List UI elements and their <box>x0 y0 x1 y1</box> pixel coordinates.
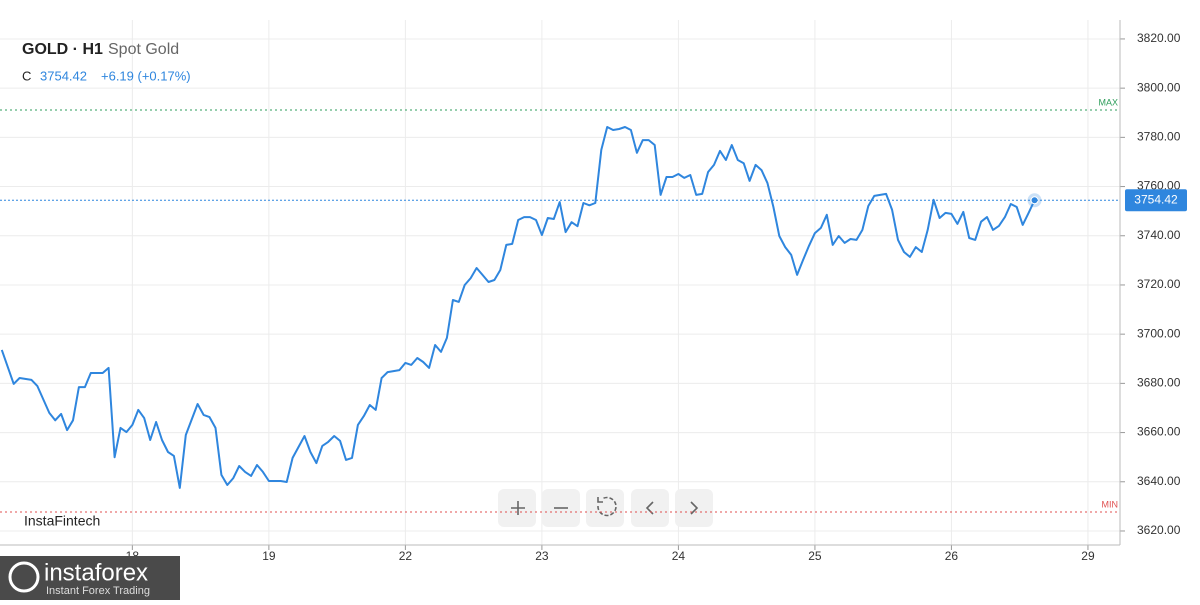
x-tick-label: 22 <box>399 549 413 563</box>
logo-icon <box>8 561 40 593</box>
max-line-label: MAX <box>1098 97 1118 107</box>
scroll-right-button[interactable] <box>675 489 713 527</box>
x-tick-label: 19 <box>262 549 276 563</box>
y-tick-label: 3680.00 <box>1137 376 1181 390</box>
zoom-controls <box>498 489 713 527</box>
reset-button[interactable] <box>586 489 624 527</box>
price-line <box>0 126 1036 489</box>
brand-name: instaforex <box>44 559 148 586</box>
change: +6.19 (+0.17%) <box>101 68 191 83</box>
y-tick-label: 3660.00 <box>1137 425 1181 439</box>
y-tick-label: 3820.00 <box>1137 31 1181 45</box>
y-tick-label: 3640.00 <box>1137 474 1181 488</box>
y-tick-label: 3760.00 <box>1137 179 1181 193</box>
brand-tagline: Instant Forex Trading <box>46 585 150 597</box>
symbol: GOLD · H1 <box>22 41 103 58</box>
last-price-label: 3754.42 <box>1134 192 1178 206</box>
x-tick-label: 23 <box>535 549 549 563</box>
y-tick-label: 3800.00 <box>1137 80 1181 94</box>
zoom-in-button[interactable] <box>498 489 536 527</box>
y-tick-label: 3700.00 <box>1137 326 1181 340</box>
x-tick-label: 25 <box>808 549 822 563</box>
brand-logo: instaforex Instant Forex Trading <box>0 556 180 600</box>
y-tick-label: 3780.00 <box>1137 130 1181 144</box>
last-point <box>1030 196 1039 205</box>
y-tick-label: 3720.00 <box>1137 277 1181 291</box>
close-value: 3754.42 <box>40 68 87 83</box>
last-price-box <box>1125 189 1187 212</box>
min-line-label: MIN <box>1102 499 1119 509</box>
x-tick-label: 29 <box>1081 549 1095 563</box>
watermark: InstaFintech <box>24 513 100 529</box>
scroll-left-button[interactable] <box>631 489 669 527</box>
instrument: Spot Gold <box>108 41 179 58</box>
x-tick-label: 26 <box>945 549 959 563</box>
x-tick-label: 24 <box>672 549 686 563</box>
y-tick-label: 3620.00 <box>1137 523 1181 537</box>
y-tick-label: 3740.00 <box>1137 228 1181 242</box>
close-prefix: C <box>22 68 31 83</box>
zoom-out-button[interactable] <box>542 489 580 527</box>
